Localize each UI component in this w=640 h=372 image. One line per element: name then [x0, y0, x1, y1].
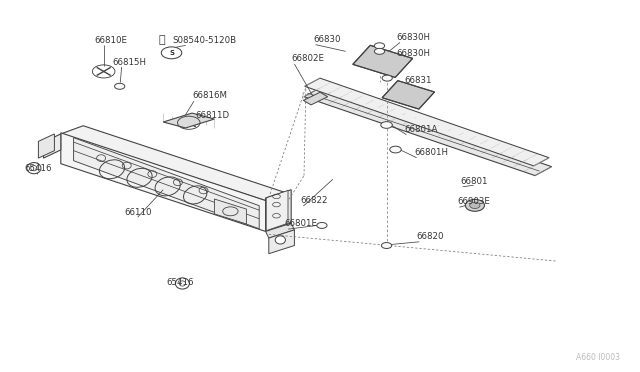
Text: 66820: 66820 [416, 232, 444, 241]
Text: 66801: 66801 [461, 177, 488, 186]
Text: A660 I0003: A660 I0003 [575, 353, 620, 362]
Text: 66810E: 66810E [95, 36, 128, 45]
Polygon shape [163, 113, 214, 128]
Polygon shape [214, 199, 246, 224]
Text: 66830: 66830 [314, 35, 341, 44]
Circle shape [374, 43, 385, 49]
Polygon shape [304, 88, 552, 176]
Polygon shape [74, 138, 259, 229]
Text: 66811D: 66811D [195, 111, 229, 120]
Text: 66903E: 66903E [458, 198, 490, 206]
Circle shape [390, 146, 401, 153]
Circle shape [382, 75, 392, 81]
Text: 66815H: 66815H [112, 58, 146, 67]
Text: 66110: 66110 [125, 208, 152, 217]
Text: 66830H: 66830H [397, 33, 431, 42]
Text: 65416: 65416 [24, 164, 52, 173]
Ellipse shape [470, 202, 480, 208]
Text: 66801H: 66801H [415, 148, 449, 157]
Ellipse shape [175, 278, 189, 289]
Polygon shape [61, 133, 269, 232]
Polygon shape [266, 190, 288, 231]
Text: Ⓢ: Ⓢ [159, 35, 165, 45]
Polygon shape [266, 223, 294, 238]
Text: 66802E: 66802E [291, 54, 324, 63]
Circle shape [161, 47, 182, 59]
Circle shape [381, 243, 392, 248]
Polygon shape [305, 78, 549, 166]
Text: 65416: 65416 [166, 278, 194, 287]
Polygon shape [44, 134, 61, 158]
Polygon shape [353, 45, 413, 77]
Circle shape [374, 48, 385, 54]
Polygon shape [38, 134, 54, 158]
Circle shape [115, 83, 125, 89]
Text: S: S [169, 50, 174, 56]
Text: 66831: 66831 [404, 76, 432, 85]
Text: 66830H: 66830H [397, 49, 431, 58]
Polygon shape [303, 92, 328, 105]
Text: 66822: 66822 [301, 196, 328, 205]
Polygon shape [269, 230, 294, 254]
Polygon shape [382, 81, 435, 109]
Text: 66801A: 66801A [404, 125, 438, 134]
Ellipse shape [275, 236, 285, 244]
Circle shape [317, 222, 327, 228]
Text: 66801E: 66801E [285, 219, 318, 228]
Ellipse shape [465, 199, 484, 211]
Polygon shape [61, 126, 288, 202]
Ellipse shape [27, 163, 41, 174]
Polygon shape [266, 190, 291, 231]
Text: S08540-5120B: S08540-5120B [173, 36, 237, 45]
Text: 66816M: 66816M [192, 92, 227, 100]
Circle shape [381, 122, 392, 128]
